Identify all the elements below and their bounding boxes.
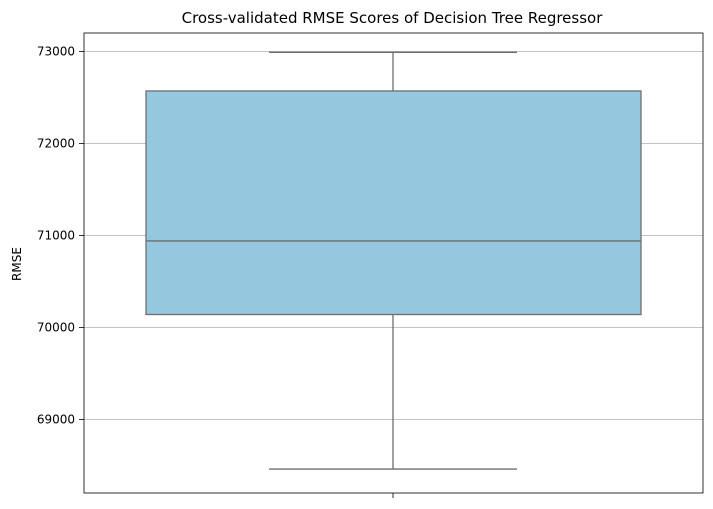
y-tick-label: 69000 — [37, 412, 75, 426]
box-plot — [145, 51, 642, 470]
y-axis-label: RMSE — [10, 247, 24, 281]
y-axis-ticks: 69000 70000 71000 72000 73000 — [37, 44, 84, 426]
chart-title: Cross-validated RMSE Scores of Decision … — [182, 9, 604, 27]
y-tick-label: 73000 — [37, 44, 75, 58]
interquartile-box — [145, 90, 642, 316]
y-tick-label: 70000 — [37, 320, 75, 334]
y-tick-label: 71000 — [37, 228, 75, 242]
plot-frame — [83, 32, 704, 494]
y-tick-label: 72000 — [37, 136, 75, 150]
